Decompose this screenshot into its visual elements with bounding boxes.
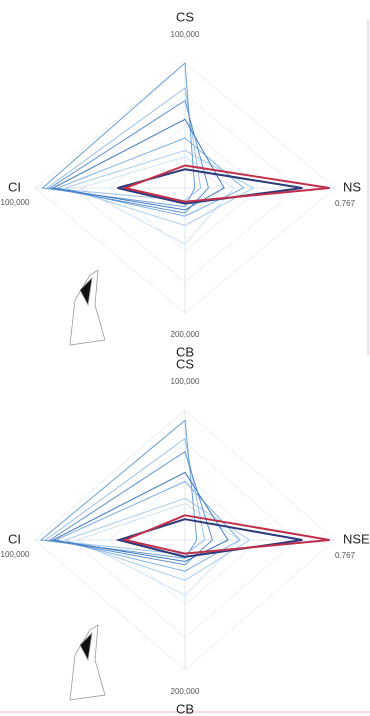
axis-max-label: 0.767	[335, 551, 356, 560]
series-line	[48, 450, 213, 566]
series-line	[51, 118, 225, 211]
axis-max-label: 100,000	[171, 377, 200, 386]
axis-max-label: 200,000	[171, 687, 200, 696]
series-line	[44, 437, 206, 555]
series-line	[78, 156, 235, 245]
axis-label: CB	[176, 344, 194, 359]
axis-label: CS	[176, 356, 194, 371]
series-line	[41, 61, 196, 208]
axis-max-label: 100,000	[1, 198, 30, 207]
series-line	[39, 419, 198, 559]
series-line	[45, 87, 202, 202]
series-line	[51, 471, 229, 562]
series-line	[48, 99, 210, 214]
series-line	[63, 149, 255, 227]
series-line	[54, 480, 241, 572]
axis-label: NSE	[343, 531, 370, 546]
axis-label: CI	[8, 531, 21, 546]
series-line	[121, 514, 330, 555]
axis-label: CI	[8, 179, 21, 194]
axis-max-label: 200,000	[171, 330, 200, 339]
series-line	[121, 164, 330, 203]
axis-max-label: 100,000	[171, 30, 200, 39]
series-line	[75, 503, 241, 596]
axis-max-label: 100,000	[1, 550, 30, 559]
axis-label: CB	[176, 701, 194, 716]
axis-label: CS	[176, 9, 194, 24]
axis-label: NS	[343, 179, 361, 194]
axis-max-label: 0.767	[335, 199, 356, 208]
figure-icon	[69, 269, 106, 701]
